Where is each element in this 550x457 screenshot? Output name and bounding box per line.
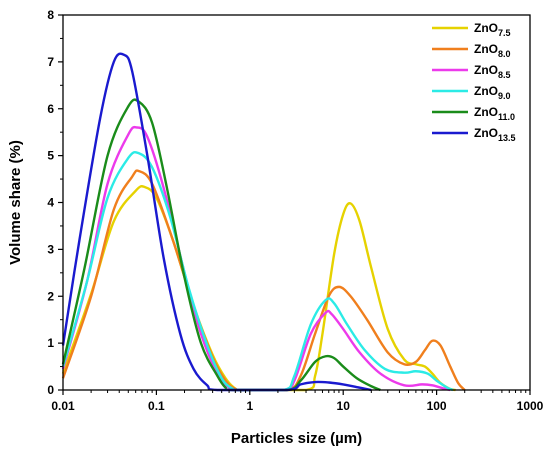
- legend-label: ZnO13.5: [474, 126, 516, 143]
- y-tick-label: 4: [47, 196, 54, 210]
- x-tick-label: 1: [246, 399, 253, 413]
- series-line-8-0: [61, 169, 466, 392]
- legend-label-name: ZnO: [474, 126, 498, 140]
- series-line-9-0: [61, 150, 454, 392]
- y-tick-label: 0: [47, 383, 54, 397]
- legend-label: ZnO8.5: [474, 63, 511, 80]
- legend-label-subscript: 13.5: [498, 133, 516, 143]
- legend-label-subscript: 9.0: [498, 91, 511, 101]
- legend-label-name: ZnO: [474, 105, 498, 119]
- legend-label-name: ZnO: [474, 63, 498, 77]
- legend-label: ZnO9.0: [474, 84, 511, 101]
- legend-label-subscript: 8.0: [498, 49, 511, 59]
- x-tick-label: 100: [427, 399, 447, 413]
- legend-label: ZnO11.0: [474, 105, 515, 122]
- y-tick-label: 2: [47, 289, 54, 303]
- legend-label-subscript: 11.0: [498, 112, 515, 122]
- y-tick-label: 3: [47, 242, 54, 256]
- legend-label-name: ZnO: [474, 84, 498, 98]
- plot-lines: [61, 52, 466, 392]
- y-tick-label: 7: [47, 55, 54, 69]
- series-line-13-5: [61, 52, 372, 392]
- y-axis-title: Volume share (%): [7, 140, 24, 265]
- y-tick-label: 6: [47, 102, 54, 116]
- legend-label: ZnO7.5: [474, 21, 511, 38]
- x-tick-label: 0.01: [51, 399, 75, 413]
- series-line-8-5: [61, 125, 451, 392]
- x-axis-title: Particles size (µm): [231, 430, 362, 447]
- y-tick-label: 5: [47, 149, 54, 163]
- legend-label-name: ZnO: [474, 21, 498, 35]
- y-tick-label: 1: [47, 336, 54, 350]
- x-tick-label: 1000: [517, 399, 544, 413]
- y-tick-label: 8: [47, 8, 54, 22]
- legend-label: ZnO8.0: [474, 42, 511, 59]
- x-tick-label: 10: [337, 399, 351, 413]
- series-line-11-0: [61, 98, 381, 392]
- legend-label-subscript: 8.5: [498, 70, 511, 80]
- axis-ticks: 0.01 0.1 1 10 100 1000 0 1 2 3 4 5 6 7 8: [47, 8, 543, 413]
- legend-label-name: ZnO: [474, 42, 498, 56]
- series-line-7-5: [61, 185, 456, 392]
- x-tick-label: 0.1: [148, 399, 165, 413]
- legend-label-subscript: 7.5: [498, 28, 511, 38]
